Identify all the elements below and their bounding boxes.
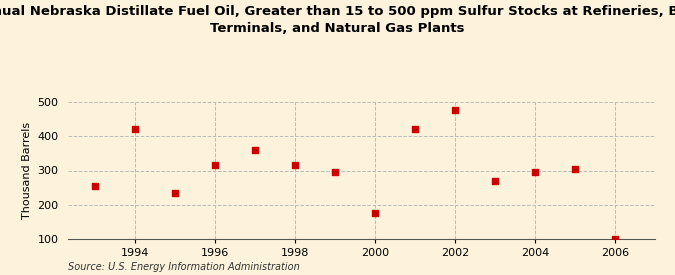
Point [489, 179, 500, 183]
Y-axis label: Thousand Barrels: Thousand Barrels [22, 122, 32, 219]
Point [210, 163, 221, 167]
Point [90, 184, 101, 188]
Point [170, 191, 181, 195]
Point [330, 170, 341, 174]
Point [450, 108, 460, 112]
Point [529, 170, 540, 174]
Text: Annual Nebraska Distillate Fuel Oil, Greater than 15 to 500 ppm Sulfur Stocks at: Annual Nebraska Distillate Fuel Oil, Gre… [0, 6, 675, 35]
Point [370, 211, 381, 216]
Text: Source: U.S. Energy Information Administration: Source: U.S. Energy Information Administ… [68, 262, 299, 272]
Point [610, 237, 620, 241]
Point [290, 163, 300, 167]
Point [130, 127, 141, 131]
Point [570, 167, 580, 171]
Point [410, 127, 421, 131]
Point [250, 148, 261, 152]
